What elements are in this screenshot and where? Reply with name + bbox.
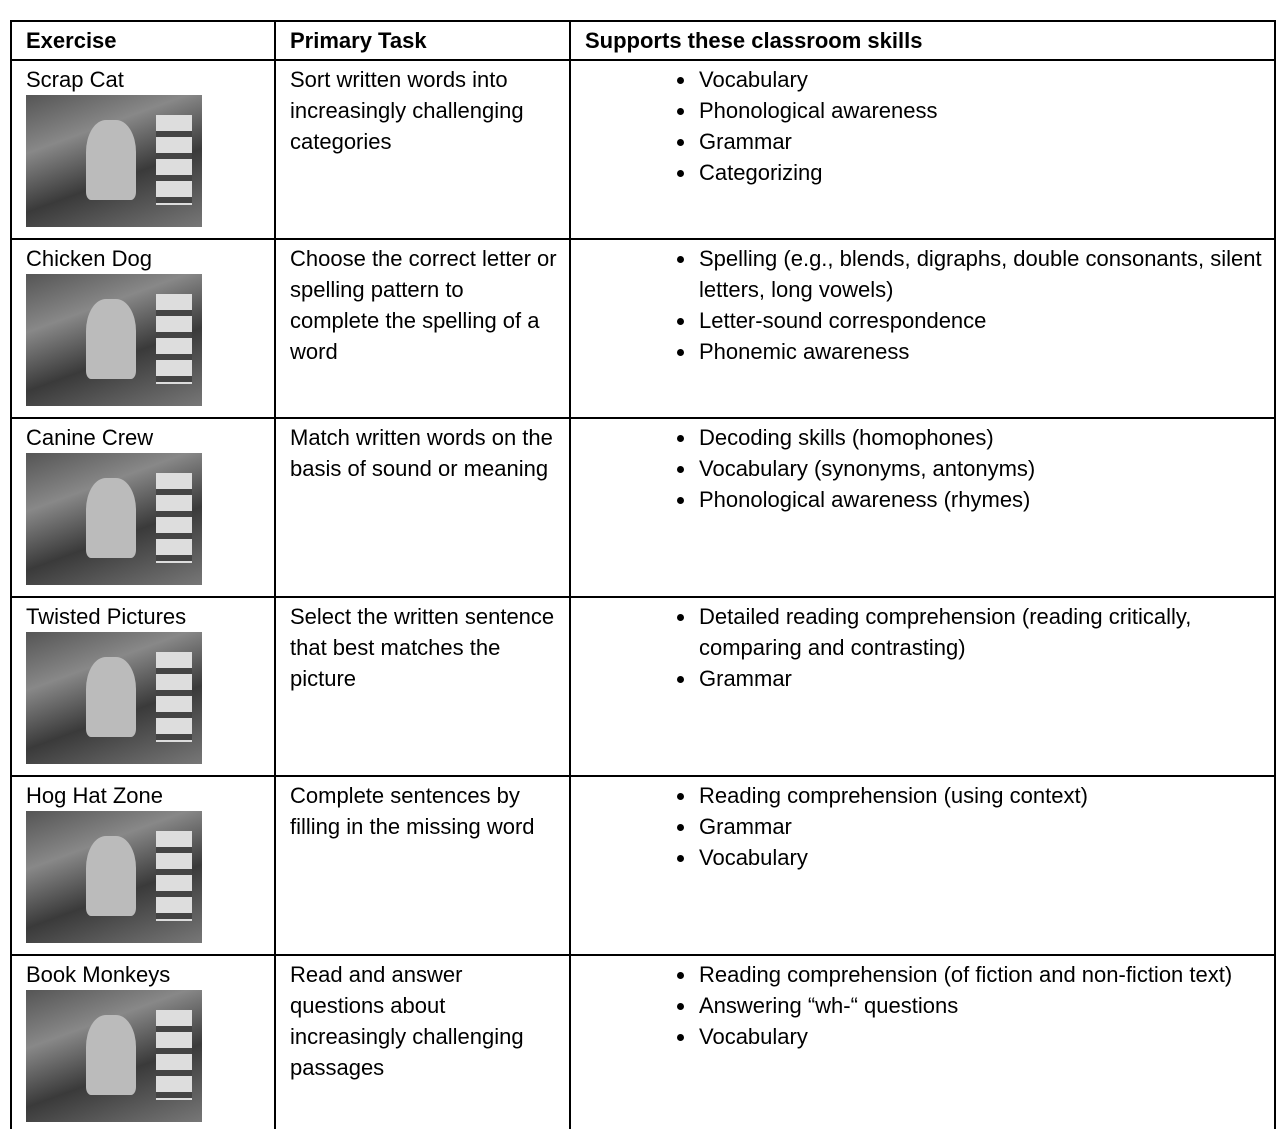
skills-table: Exercise Primary Task Supports these cla… [10, 20, 1276, 1129]
header-row: Exercise Primary Task Supports these cla… [10, 20, 1276, 61]
exercise-cell: Scrap Cat [10, 59, 276, 240]
table-row: Book Monkeys Read and answer questions ab… [10, 954, 1276, 1129]
exercise-name: Scrap Cat [26, 67, 124, 92]
exercise-cell: Book Monkeys [10, 954, 276, 1129]
exercise-screenshot [26, 632, 202, 764]
task-cell: Read and answer questions about increasi… [274, 954, 571, 1129]
skills-list: Spelling (e.g., blends, digraphs, double… [585, 243, 1262, 367]
skills-list: VocabularyPhonological awarenessGrammarC… [585, 64, 1262, 188]
skills-list: Reading comprehension (of fiction and no… [585, 959, 1262, 1052]
exercise-name: Twisted Pictures [26, 604, 187, 629]
table-row: Chicken Dog Choose the correct letter or … [10, 238, 1276, 419]
task-cell: Select the written sentence that best ma… [274, 596, 571, 777]
task-cell: Choose the correct letter or spelling pa… [274, 238, 571, 419]
skills-cell: VocabularyPhonological awarenessGrammarC… [569, 59, 1276, 240]
exercise-name: Canine Crew [26, 425, 154, 450]
exercise-screenshot [26, 453, 202, 585]
skills-cell: Decoding skills (homophones)Vocabulary (… [569, 417, 1276, 598]
skill-item: Phonological awareness (rhymes) [697, 484, 1262, 515]
task-cell: Complete sentences by filling in the mis… [274, 775, 571, 956]
skill-item: Reading comprehension (of fiction and no… [697, 959, 1262, 990]
table-row: Scrap Cat Sort written words into increas… [10, 59, 1276, 240]
skill-item: Letter-sound correspondence [697, 305, 1262, 336]
table-body: Scrap Cat Sort written words into increas… [10, 59, 1276, 1129]
task-cell: Match written words on the basis of soun… [274, 417, 571, 598]
exercise-name: Hog Hat Zone [26, 783, 163, 808]
skills-cell: Reading comprehension (of fiction and no… [569, 954, 1276, 1129]
skill-item: Phonemic awareness [697, 336, 1262, 367]
header-cell: Primary Task [274, 20, 571, 61]
skill-item: Vocabulary [697, 842, 1262, 873]
skill-item: Vocabulary (synonyms, antonyms) [697, 453, 1262, 484]
skill-item: Decoding skills (homophones) [697, 422, 1262, 453]
exercise-cell: Twisted Pictures [10, 596, 276, 777]
skill-item: Reading comprehension (using context) [697, 780, 1262, 811]
skill-item: Answering “wh-“ questions [697, 990, 1262, 1021]
skill-item: Spelling (e.g., blends, digraphs, double… [697, 243, 1262, 305]
exercise-cell: Chicken Dog [10, 238, 276, 419]
table-row: Twisted Pictures Select the written sente… [10, 596, 1276, 777]
skills-list: Decoding skills (homophones)Vocabulary (… [585, 422, 1262, 515]
exercise-cell: Canine Crew [10, 417, 276, 598]
skill-item: Grammar [697, 811, 1262, 842]
exercise-screenshot [26, 274, 202, 406]
header-cell: Supports these classroom skills [569, 20, 1276, 61]
skill-item: Grammar [697, 126, 1262, 157]
skill-item: Grammar [697, 663, 1262, 694]
exercise-screenshot [26, 811, 202, 943]
exercise-screenshot [26, 990, 202, 1122]
skill-item: Vocabulary [697, 64, 1262, 95]
task-cell: Sort written words into increasingly cha… [274, 59, 571, 240]
skill-item: Detailed reading comprehension (reading … [697, 601, 1262, 663]
exercise-name: Chicken Dog [26, 246, 152, 271]
exercise-screenshot [26, 95, 202, 227]
header-cell: Exercise [10, 20, 276, 61]
skills-list: Reading comprehension (using context)Gra… [585, 780, 1262, 873]
skill-item: Vocabulary [697, 1021, 1262, 1052]
exercise-name: Book Monkeys [26, 962, 171, 987]
skill-item: Categorizing [697, 157, 1262, 188]
exercise-cell: Hog Hat Zone [10, 775, 276, 956]
skills-cell: Detailed reading comprehension (reading … [569, 596, 1276, 777]
skills-list: Detailed reading comprehension (reading … [585, 601, 1262, 694]
table-row: Hog Hat Zone Complete sentences by fillin… [10, 775, 1276, 956]
table-row: Canine Crew Match written words on the ba… [10, 417, 1276, 598]
skill-item: Phonological awareness [697, 95, 1262, 126]
skills-cell: Reading comprehension (using context)Gra… [569, 775, 1276, 956]
skills-cell: Spelling (e.g., blends, digraphs, double… [569, 238, 1276, 419]
